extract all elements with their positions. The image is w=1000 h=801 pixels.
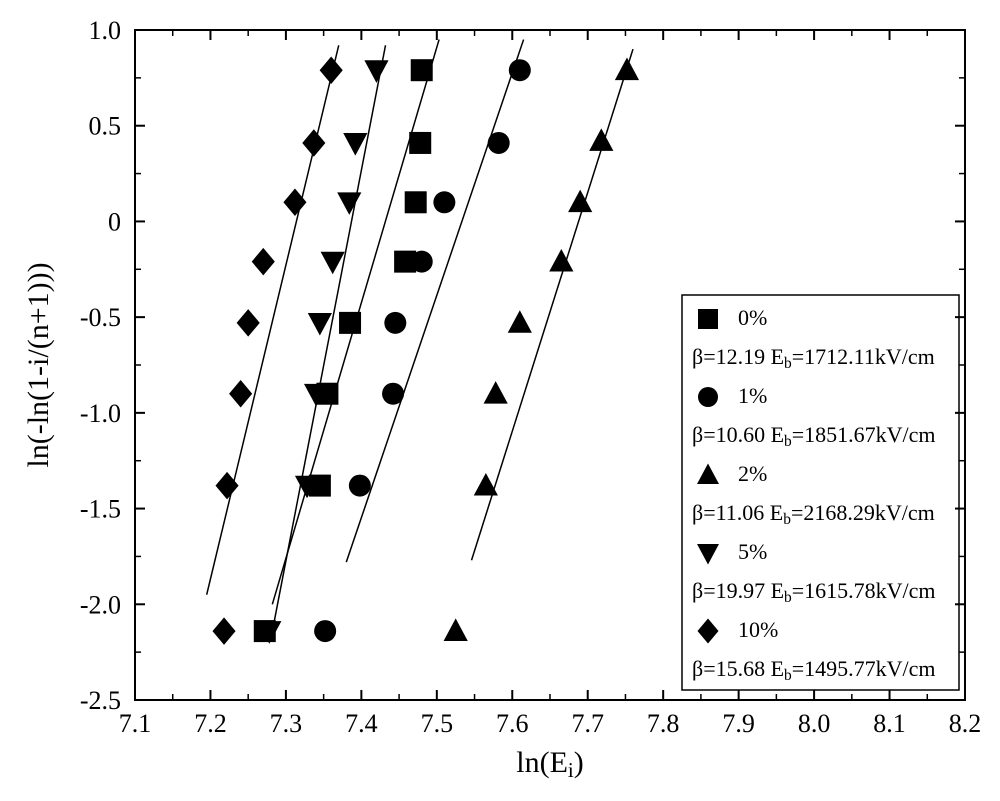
svg-text:ln(-ln(1-i/(n+1))): ln(-ln(1-i/(n+1))) (22, 262, 55, 467)
svg-text:2%: 2% (738, 461, 767, 486)
svg-text:7.4: 7.4 (345, 709, 378, 738)
svg-text:0%: 0% (738, 305, 767, 330)
svg-text:10%: 10% (738, 617, 778, 642)
svg-text:-0.5: -0.5 (80, 303, 121, 332)
svg-text:0.5: 0.5 (89, 112, 122, 141)
svg-text:7.6: 7.6 (496, 709, 529, 738)
svg-text:7.8: 7.8 (647, 709, 680, 738)
svg-text:5%: 5% (738, 539, 767, 564)
svg-text:7.2: 7.2 (194, 709, 227, 738)
svg-text:-2.5: -2.5 (80, 686, 121, 715)
weibull-chart: 7.1 7.2 7.3 7.4 7.5 7.6 7.7 7.8 7.9 8.0 8.1 8.2 -2.5… (0, 0, 1000, 801)
svg-text:8.2: 8.2 (949, 709, 982, 738)
chart-svg: 7.1 7.2 7.3 7.4 7.5 7.6 7.7 7.8 7.9 8.0 8.1 8.2 -2.5… (0, 0, 1000, 801)
svg-text:1.0: 1.0 (89, 16, 122, 45)
svg-text:7.9: 7.9 (722, 709, 755, 738)
svg-text:8.0: 8.0 (798, 709, 831, 738)
svg-text:7.3: 7.3 (270, 709, 303, 738)
svg-text:β=15.68 Eb=1495.77kV/cm: β=15.68 Eb=1495.77kV/cm (692, 656, 936, 684)
svg-text:7.1: 7.1 (119, 709, 152, 738)
svg-text:7.7: 7.7 (571, 709, 604, 738)
svg-text:-2.0: -2.0 (80, 590, 121, 619)
svg-text:-1.5: -1.5 (80, 495, 121, 524)
svg-text:1%: 1% (738, 383, 767, 408)
svg-text:0: 0 (108, 207, 121, 236)
svg-text:-1.0: -1.0 (80, 399, 121, 428)
svg-text:ln(Ei): ln(Ei) (516, 746, 584, 782)
svg-text:8.1: 8.1 (873, 709, 906, 738)
svg-text:β=11.06 Eb=2168.29kV/cm: β=11.06 Eb=2168.29kV/cm (692, 500, 935, 528)
svg-text:β=12.19 Eb=1712.11kV/cm: β=12.19 Eb=1712.11kV/cm (692, 344, 935, 372)
svg-text:β=19.97 Eb=1615.78kV/cm: β=19.97 Eb=1615.78kV/cm (692, 578, 936, 606)
svg-text:β=10.60 Eb=1851.67kV/cm: β=10.60 Eb=1851.67kV/cm (692, 422, 936, 450)
svg-text:7.5: 7.5 (421, 709, 454, 738)
